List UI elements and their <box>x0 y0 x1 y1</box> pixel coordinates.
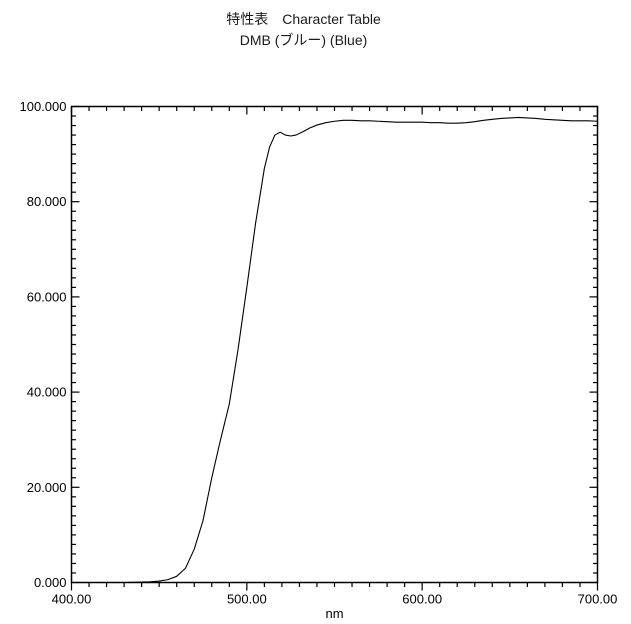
y-tick-label: 80.000 <box>27 194 67 209</box>
y-tick-label: 100.000 <box>20 99 67 114</box>
chart-subtitle: DMB (ブルー) (Blue) <box>239 32 368 48</box>
chart-title: 特性表 Character Table <box>226 11 381 27</box>
y-tick-label: 20.000 <box>27 480 67 495</box>
y-tick-label: 40.000 <box>27 385 67 400</box>
x-tick-label: 500.00 <box>227 592 267 607</box>
title-block: 特性表 Character Table DMB (ブルー) (Blue) <box>0 9 607 51</box>
y-tick-label: 60.000 <box>27 289 67 304</box>
x-axis-unit-label: nm <box>325 606 343 621</box>
x-tick-label: 400.00 <box>52 592 92 607</box>
plot-frame <box>70 105 599 584</box>
y-tick-label: 0.000 <box>34 575 67 590</box>
transmission-curve <box>70 116 599 584</box>
x-tick-label: 700.00 <box>578 592 618 607</box>
x-tick-label: 600.00 <box>402 592 442 607</box>
